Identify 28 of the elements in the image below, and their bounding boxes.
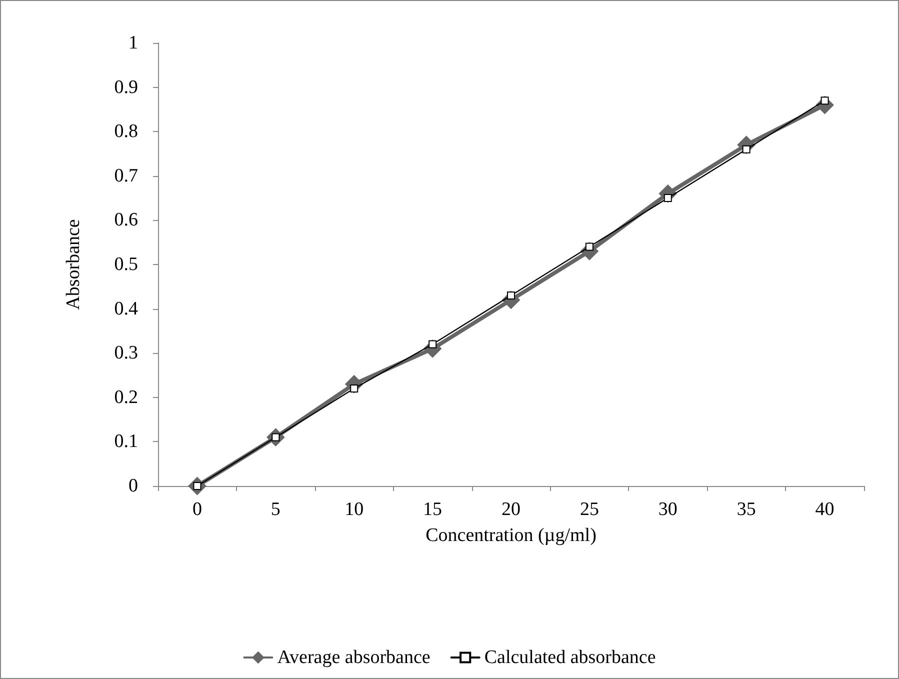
x-tick-label: 0 <box>192 499 202 520</box>
y-tick-label: 0.8 <box>114 121 138 142</box>
point <box>350 384 358 393</box>
x-tick-label: 40 <box>815 499 834 520</box>
y-axis-title: Absorbance <box>63 219 84 310</box>
x-tick-label: 30 <box>658 499 678 520</box>
x-tick-label: 10 <box>344 499 364 520</box>
y-tick-label: 0.4 <box>114 298 138 320</box>
y-tick-label: 0.3 <box>114 342 138 364</box>
x-tick-label: 5 <box>270 499 280 520</box>
x-tick-label: 15 <box>423 499 442 520</box>
y-tick-label: 1 <box>128 32 138 54</box>
point <box>585 242 594 251</box>
y-tick-label: 0.9 <box>114 76 138 98</box>
y-tick-label: 0.6 <box>114 210 138 231</box>
y-tick-label: 0.5 <box>114 254 138 275</box>
point <box>428 340 437 348</box>
legend-label: Average absorbance <box>277 647 430 668</box>
y-tick-label: 0.2 <box>114 386 138 408</box>
point <box>664 194 672 202</box>
legend-label: Calculated absorbance <box>484 647 656 668</box>
x-tick-label: 35 <box>736 499 756 520</box>
y-tick-label: 0 <box>128 476 138 496</box>
y-tick-label: 0.1 <box>114 431 138 452</box>
y-tick-label: 0.7 <box>114 165 138 186</box>
x-tick-label: 20 <box>502 499 520 520</box>
x-tick-label: 25 <box>580 499 599 520</box>
x-axis-title: Concentration (µg/ml) <box>426 525 596 546</box>
